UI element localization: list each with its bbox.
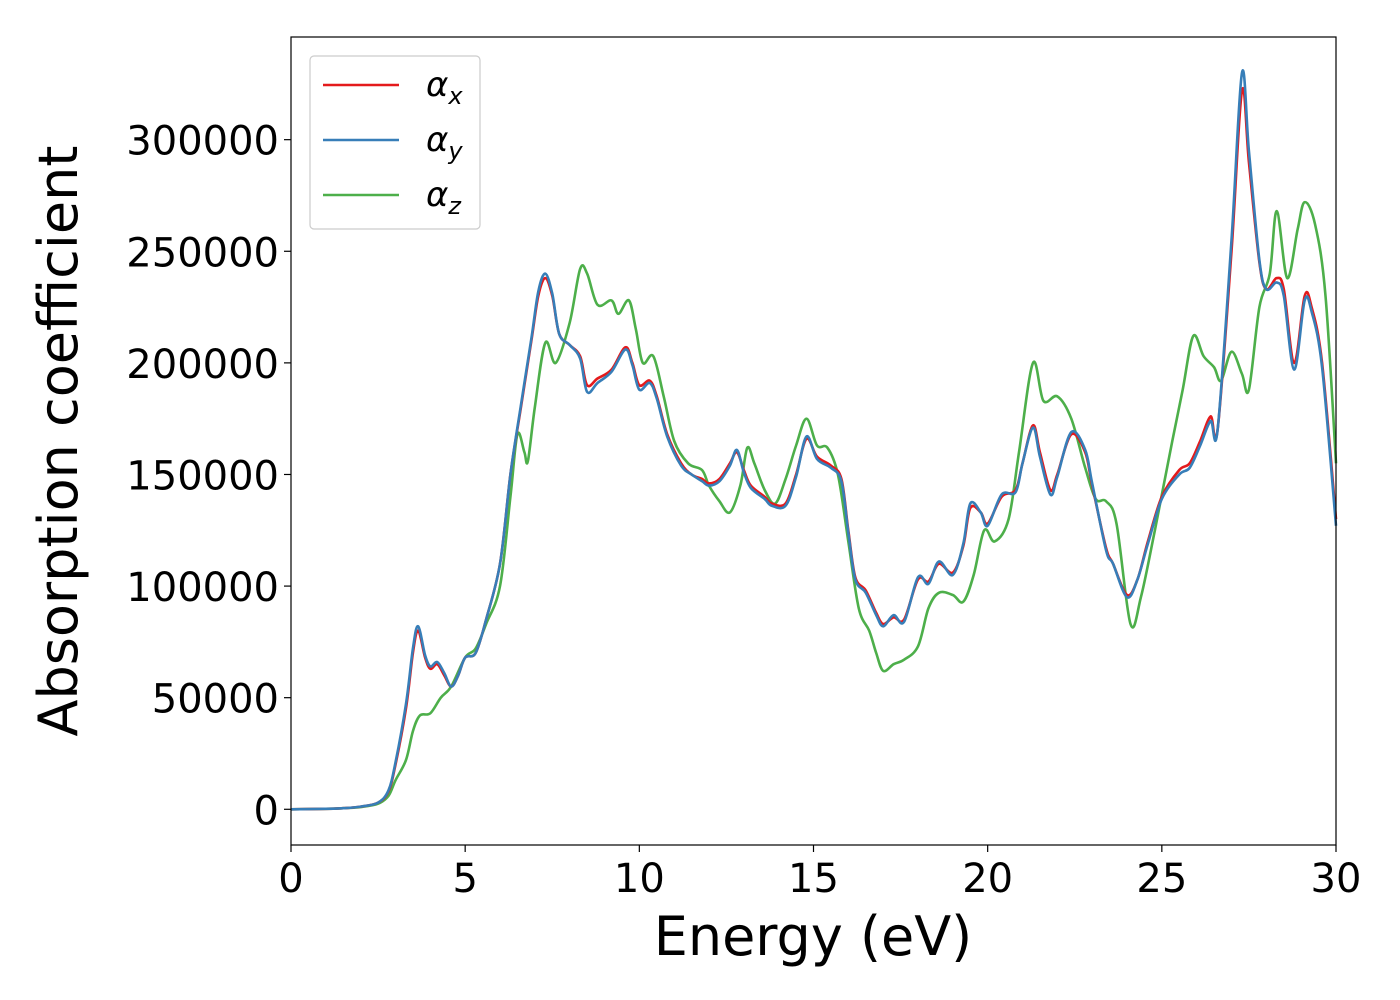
legend-label-x: αx [426, 65, 463, 110]
y-tick-label: 250000 [126, 230, 279, 276]
y-tick-label: 150000 [126, 453, 279, 499]
y-tick-label: 300000 [126, 119, 279, 165]
x-axis-title: Energy (eV) [654, 905, 973, 968]
x-axis-ticks: 0 5 10 15 20 25 30 [278, 845, 1361, 902]
x-tick-label: 30 [1311, 856, 1362, 902]
x-tick-label: 5 [452, 856, 477, 902]
y-tick-label: 100000 [126, 565, 279, 611]
series-line-y [290, 69, 1338, 811]
x-tick-label: 10 [614, 856, 665, 902]
legend-label-z: αz [426, 175, 462, 220]
y-tick-label: 0 [254, 788, 279, 834]
y-tick-label: 200000 [126, 342, 279, 388]
x-tick-label: 15 [788, 856, 839, 902]
x-tick-label: 25 [1136, 856, 1187, 902]
legend-box [309, 55, 481, 230]
y-axis-ticks: 0 50000 100000 150000 200000 250000 300000 [126, 119, 291, 834]
x-tick-label: 0 [278, 856, 303, 902]
x-tick-label: 20 [962, 856, 1013, 902]
series-line-z [290, 200, 1338, 811]
y-tick-label: 50000 [152, 677, 279, 723]
y-axis-title: Absorption coefficient [27, 146, 90, 737]
legend: αx αy αz [309, 55, 481, 230]
legend-label-y: αy [426, 120, 463, 165]
series-layer [290, 69, 1338, 811]
